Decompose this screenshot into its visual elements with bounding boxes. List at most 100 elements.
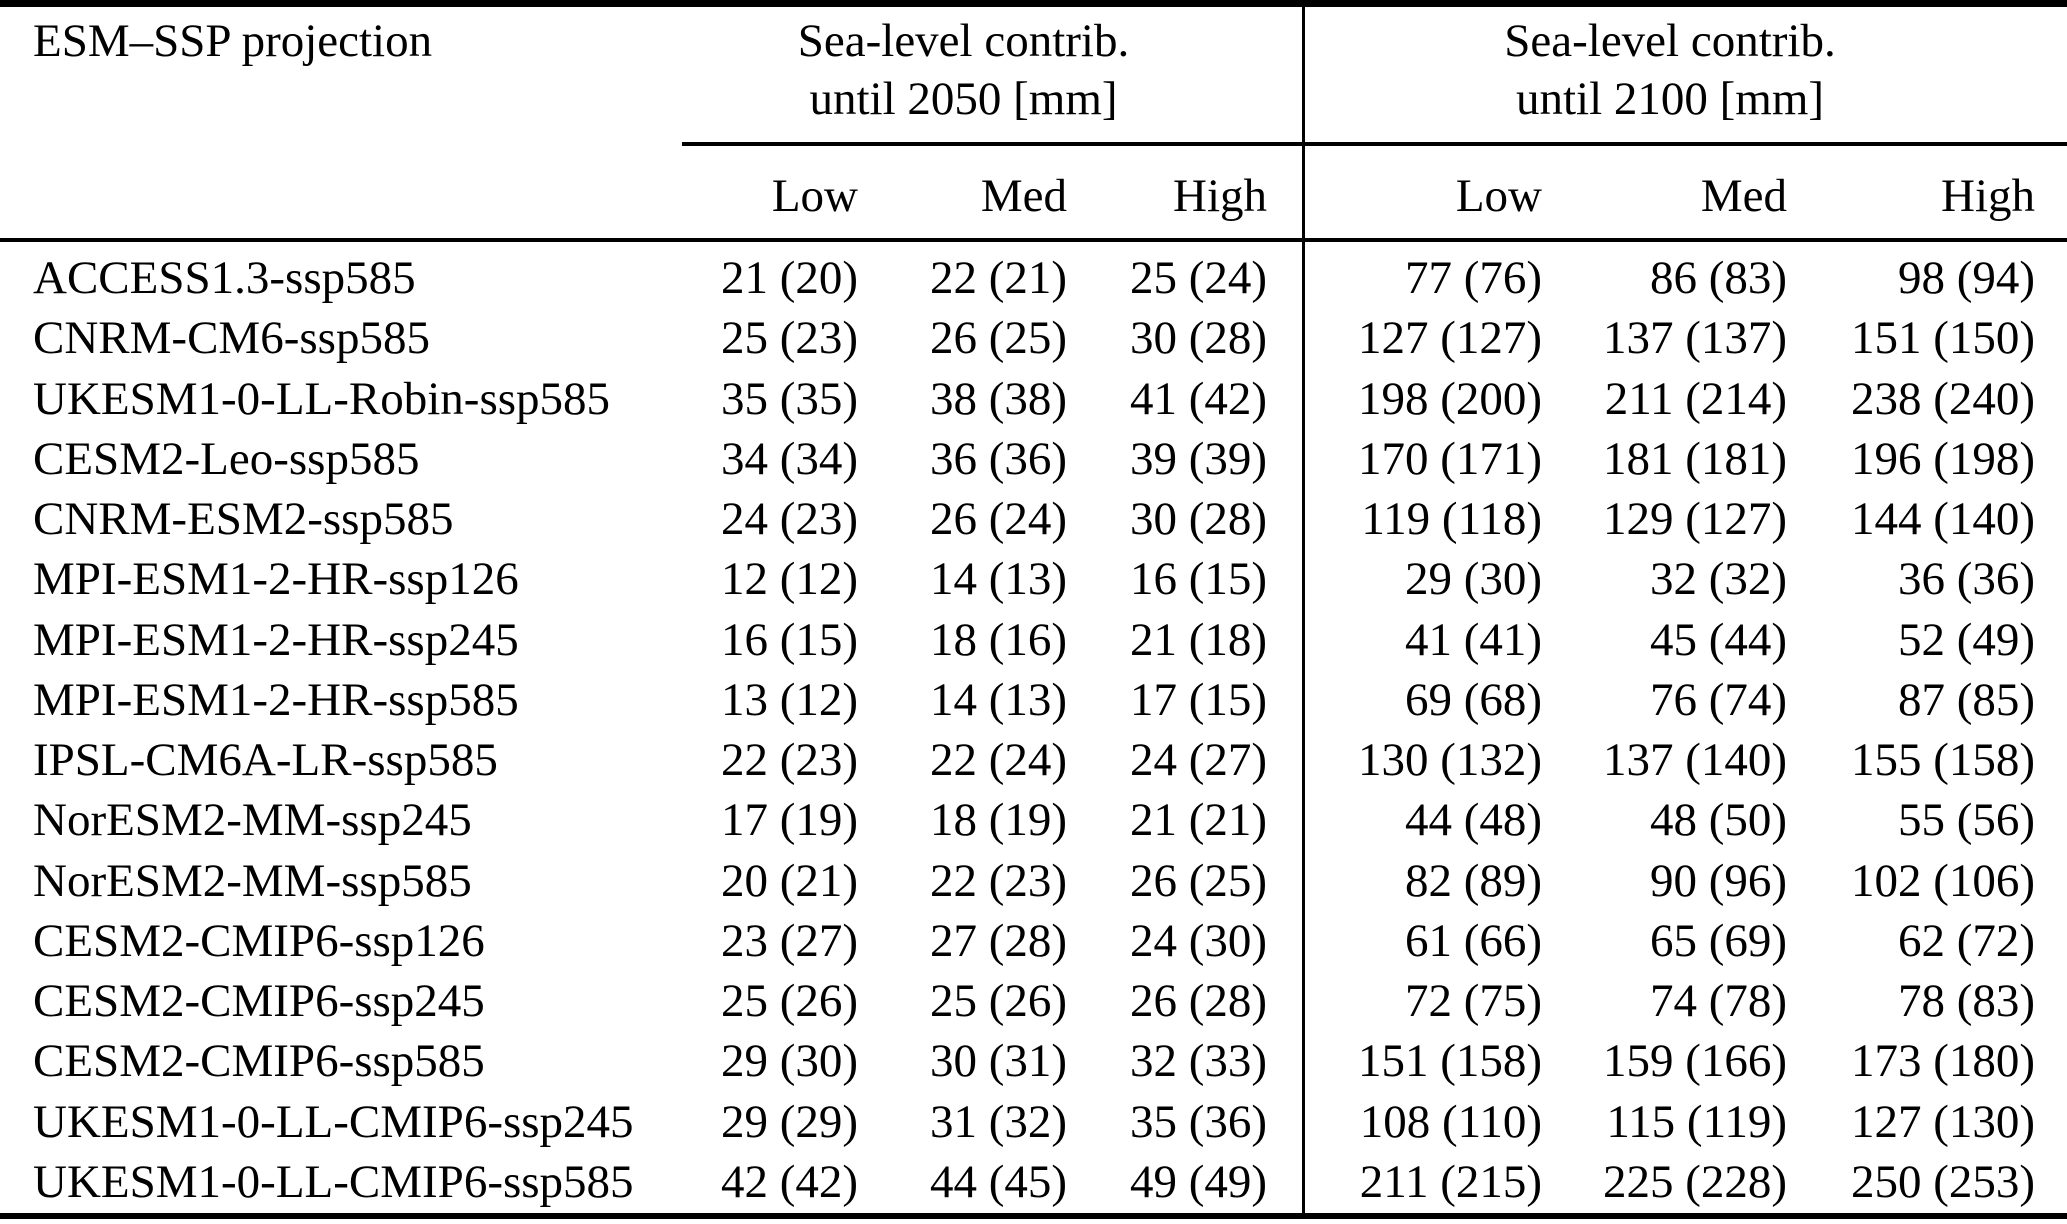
cell-2050-med: 26 (24)	[929, 493, 1067, 546]
cell-2100-med: 137 (140)	[1602, 734, 1787, 787]
cell-2100-med: 86 (83)	[1649, 252, 1787, 305]
row-label: CNRM-ESM2-ssp585	[33, 493, 454, 546]
cell-2050-med: 18 (16)	[929, 613, 1067, 666]
row-label: NorESM2-MM-ssp245	[33, 794, 472, 847]
cell-2050-high: 26 (28)	[1129, 975, 1267, 1028]
cell-2100-high: 102 (106)	[1850, 854, 2035, 907]
cell-2100-high: 173 (180)	[1850, 1035, 2035, 1088]
cell-2100-med: 48 (50)	[1649, 794, 1787, 847]
cell-2050-low: 12 (12)	[720, 553, 858, 606]
cell-2100-low: 44 (48)	[1404, 794, 1542, 847]
cell-2100-low: 127 (127)	[1357, 312, 1542, 365]
cell-2100-low: 69 (68)	[1404, 673, 1542, 726]
row-label: MPI-ESM1-2-HR-ssp245	[33, 613, 519, 666]
cell-2100-med: 129 (127)	[1602, 493, 1787, 546]
cell-2100-low: 198 (200)	[1357, 372, 1542, 425]
subheader-2050-med: Med	[980, 170, 1067, 222]
cell-2100-low: 151 (158)	[1357, 1035, 1542, 1088]
cell-2050-low: 25 (26)	[720, 975, 858, 1028]
table-body: ACCESS1.3-ssp585 21 (20) 22 (21) 25 (24) 77 …	[0, 248, 2067, 1212]
cell-2100-high: 78 (83)	[1897, 975, 2035, 1028]
cell-2050-high: 16 (15)	[1129, 553, 1267, 606]
cell-2050-med: 22 (21)	[929, 252, 1067, 305]
cell-2100-low: 211 (215)	[1359, 1155, 1542, 1208]
table-row: NorESM2-MM-ssp245 17 (19) 18 (19) 21 (21) 44…	[0, 790, 2067, 850]
cell-2050-low: 34 (34)	[720, 432, 858, 485]
cell-2050-low: 42 (42)	[720, 1155, 858, 1208]
cell-2050-low: 35 (35)	[720, 372, 858, 425]
cell-2050-low: 21 (20)	[720, 252, 858, 305]
cell-2050-med: 25 (26)	[929, 975, 1067, 1028]
row-label: MPI-ESM1-2-HR-ssp585	[33, 673, 519, 726]
cell-2100-low: 29 (30)	[1404, 553, 1542, 606]
subheader-2100-med: Med	[1700, 170, 1787, 222]
cell-2100-high: 250 (253)	[1850, 1155, 2035, 1208]
cell-2100-low: 72 (75)	[1404, 975, 1542, 1028]
row-label: CESM2-CMIP6-ssp585	[33, 1035, 485, 1088]
cell-2050-med: 44 (45)	[929, 1155, 1067, 1208]
table-row: UKESM1-0-LL-Robin-ssp585 35 (35) 38 (38) 41…	[0, 369, 2067, 429]
cell-2100-low: 61 (66)	[1404, 914, 1542, 967]
cell-2050-low: 23 (27)	[720, 914, 858, 967]
table-row: MPI-ESM1-2-HR-ssp585 13 (12) 14 (13) 17 (15…	[0, 670, 2067, 730]
table-row: CESM2-CMIP6-ssp126 23 (27) 27 (28) 24 (30) 6…	[0, 911, 2067, 971]
cell-2100-med: 65 (69)	[1649, 914, 1787, 967]
cell-2050-high: 30 (28)	[1129, 312, 1267, 365]
subheader-2100-low: Low	[1455, 170, 1542, 222]
cell-2100-med: 76 (74)	[1649, 673, 1787, 726]
row-label: MPI-ESM1-2-HR-ssp126	[33, 553, 519, 606]
cell-2050-high: 26 (25)	[1129, 854, 1267, 907]
cell-2100-high: 151 (150)	[1850, 312, 2035, 365]
table-row: CESM2-Leo-ssp585 34 (34) 36 (36) 39 (39) 170…	[0, 429, 2067, 489]
cell-2050-high: 21 (21)	[1129, 794, 1267, 847]
group-header-underline-rule	[682, 142, 2067, 146]
cell-2100-high: 87 (85)	[1897, 673, 2035, 726]
cell-2050-high: 35 (36)	[1129, 1095, 1267, 1148]
table-row: UKESM1-0-LL-CMIP6-ssp245 29 (29) 31 (32) 35…	[0, 1092, 2067, 1152]
cell-2100-low: 82 (89)	[1404, 854, 1542, 907]
cell-2100-med: 115 (119)	[1606, 1095, 1787, 1148]
cell-2100-high: 52 (49)	[1897, 613, 2035, 666]
cell-2050-low: 29 (30)	[720, 1035, 858, 1088]
table-row: CESM2-CMIP6-ssp585 29 (30) 30 (31) 32 (33) 1…	[0, 1031, 2067, 1091]
cell-2050-low: 16 (15)	[720, 613, 858, 666]
row-label: IPSL-CM6A-LR-ssp585	[33, 734, 498, 787]
table-row: ACCESS1.3-ssp585 21 (20) 22 (21) 25 (24) 77 …	[0, 248, 2067, 308]
cell-2050-med: 31 (32)	[929, 1095, 1067, 1148]
column-header-esm-ssp-projection: ESM–SSP projection	[33, 15, 433, 67]
row-label: CNRM-CM6-ssp585	[33, 312, 430, 365]
group-header-2050-line1: Sea-level contrib.	[797, 15, 1130, 67]
row-label: CESM2-Leo-ssp585	[33, 432, 420, 485]
row-label: CESM2-CMIP6-ssp245	[33, 975, 485, 1028]
group-header-2050: Sea-level contrib. until 2050 [mm]	[660, 12, 1267, 128]
cell-2050-high: 41 (42)	[1129, 372, 1267, 425]
cell-2050-high: 49 (49)	[1129, 1155, 1267, 1208]
subheader-2100-high: High	[1941, 170, 2035, 222]
table-row: IPSL-CM6A-LR-ssp585 22 (23) 22 (24) 24 (27)…	[0, 730, 2067, 790]
cell-2100-med: 137 (137)	[1602, 312, 1787, 365]
cell-2050-med: 14 (13)	[929, 553, 1067, 606]
table-top-rule	[0, 0, 2067, 7]
row-label: UKESM1-0-LL-Robin-ssp585	[33, 372, 611, 425]
cell-2050-high: 17 (15)	[1129, 673, 1267, 726]
table-row: MPI-ESM1-2-HR-ssp245 16 (15) 18 (16) 21 (18…	[0, 610, 2067, 670]
cell-2100-high: 62 (72)	[1897, 914, 2035, 967]
cell-2100-med: 90 (96)	[1649, 854, 1787, 907]
table-row: UKESM1-0-LL-CMIP6-ssp585 42 (42) 44 (45) 49…	[0, 1152, 2067, 1212]
cell-2050-low: 17 (19)	[720, 794, 858, 847]
cell-2050-high: 39 (39)	[1129, 432, 1267, 485]
cell-2050-med: 26 (25)	[929, 312, 1067, 365]
cell-2050-med: 36 (36)	[929, 432, 1067, 485]
cell-2050-high: 30 (28)	[1129, 493, 1267, 546]
table-row: CNRM-CM6-ssp585 25 (23) 26 (25) 30 (28) 127 …	[0, 308, 2067, 368]
cell-2050-high: 21 (18)	[1129, 613, 1267, 666]
cell-2100-high: 144 (140)	[1850, 493, 2035, 546]
table-row: CNRM-ESM2-ssp585 24 (23) 26 (24) 30 (28) 119…	[0, 489, 2067, 549]
group-divider-vertical-rule	[1302, 7, 1305, 1213]
cell-2100-low: 77 (76)	[1404, 252, 1542, 305]
cell-2100-med: 211 (214)	[1604, 372, 1787, 425]
cell-2100-med: 45 (44)	[1649, 613, 1787, 666]
cell-2100-high: 36 (36)	[1897, 553, 2035, 606]
cell-2100-low: 119 (118)	[1361, 493, 1542, 546]
